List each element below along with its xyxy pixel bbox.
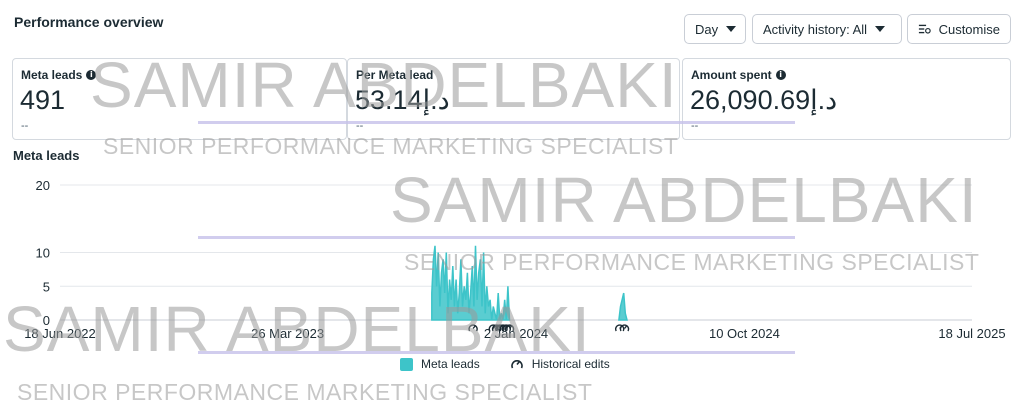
metric-label: Amount spent	[691, 68, 772, 82]
historical-edit-marker	[619, 324, 630, 332]
customise-icon	[918, 24, 931, 34]
y-tick-label: 10	[36, 246, 50, 261]
metric-card-meta-leads[interactable]: Meta leads i 491 --	[12, 58, 347, 140]
historical-edits-icon	[510, 360, 523, 369]
x-tick-label: 18 Jun 2022	[24, 326, 96, 341]
day-dropdown-label: Day	[695, 21, 719, 37]
series-area-meta-leads	[618, 292, 628, 321]
watermark-line	[198, 236, 795, 239]
historical-edit-marker	[468, 324, 478, 332]
info-icon[interactable]: i	[86, 70, 97, 80]
historical-edit-marker	[501, 324, 511, 332]
metric-card-amount-spent[interactable]: Amount spent i 26,090.69د.إ --	[682, 58, 1011, 140]
x-tick-label: 26 Mar 2023	[251, 326, 324, 341]
y-tick-label: 20	[36, 178, 50, 193]
series-area-meta-leads	[431, 245, 511, 321]
page-title: Performance overview	[14, 14, 164, 30]
historical-edit-marker	[491, 324, 502, 332]
chart-legend: Meta leads Historical edits	[400, 357, 610, 371]
y-tick-label: 5	[43, 279, 50, 294]
customise-label: Customise	[938, 21, 1000, 37]
metric-delta: --	[691, 120, 699, 132]
metric-delta: --	[21, 120, 29, 132]
metric-label-wrap: Per Meta lead	[356, 68, 433, 82]
metric-card-per-meta-lead[interactable]: Per Meta lead 53.14د.إ --	[347, 58, 680, 140]
watermark-line	[198, 121, 795, 124]
day-dropdown[interactable]: Day	[684, 14, 746, 44]
x-tick-label: 10 Oct 2024	[709, 326, 780, 341]
historical-edit-marker	[504, 324, 515, 332]
legend-label-historical-edits[interactable]: Historical edits	[531, 357, 610, 371]
metric-label: Per Meta lead	[356, 68, 434, 82]
activity-history-dropdown[interactable]: Activity history: All	[752, 14, 902, 44]
legend-label-meta-leads[interactable]: Meta leads	[421, 357, 480, 371]
historical-edit-marker	[498, 324, 508, 332]
historical-edit-marker	[495, 324, 505, 332]
y-tick-label: 0	[43, 313, 50, 328]
metric-label: Meta leads	[21, 68, 83, 82]
chevron-down-icon	[726, 26, 737, 32]
metric-label-wrap: Meta leads i	[21, 68, 97, 82]
metric-value: 491	[20, 85, 66, 115]
customise-button[interactable]: Customise	[907, 14, 1011, 44]
metric-value: 53.14د.إ	[355, 85, 450, 115]
historical-edit-marker	[488, 324, 498, 332]
chevron-down-icon	[875, 26, 886, 32]
metric-delta: --	[356, 120, 364, 132]
metric-label-wrap: Amount spent i	[691, 68, 786, 82]
x-tick-label: 18 Jul 2025	[938, 326, 1005, 341]
info-icon[interactable]: i	[775, 70, 786, 80]
metric-value: 26,090.69د.إ	[690, 85, 838, 115]
chart-title: Meta leads	[13, 148, 80, 163]
watermark-line	[198, 351, 795, 354]
legend-swatch-meta-leads	[400, 357, 413, 371]
activity-history-label: Activity history: All	[763, 21, 868, 37]
